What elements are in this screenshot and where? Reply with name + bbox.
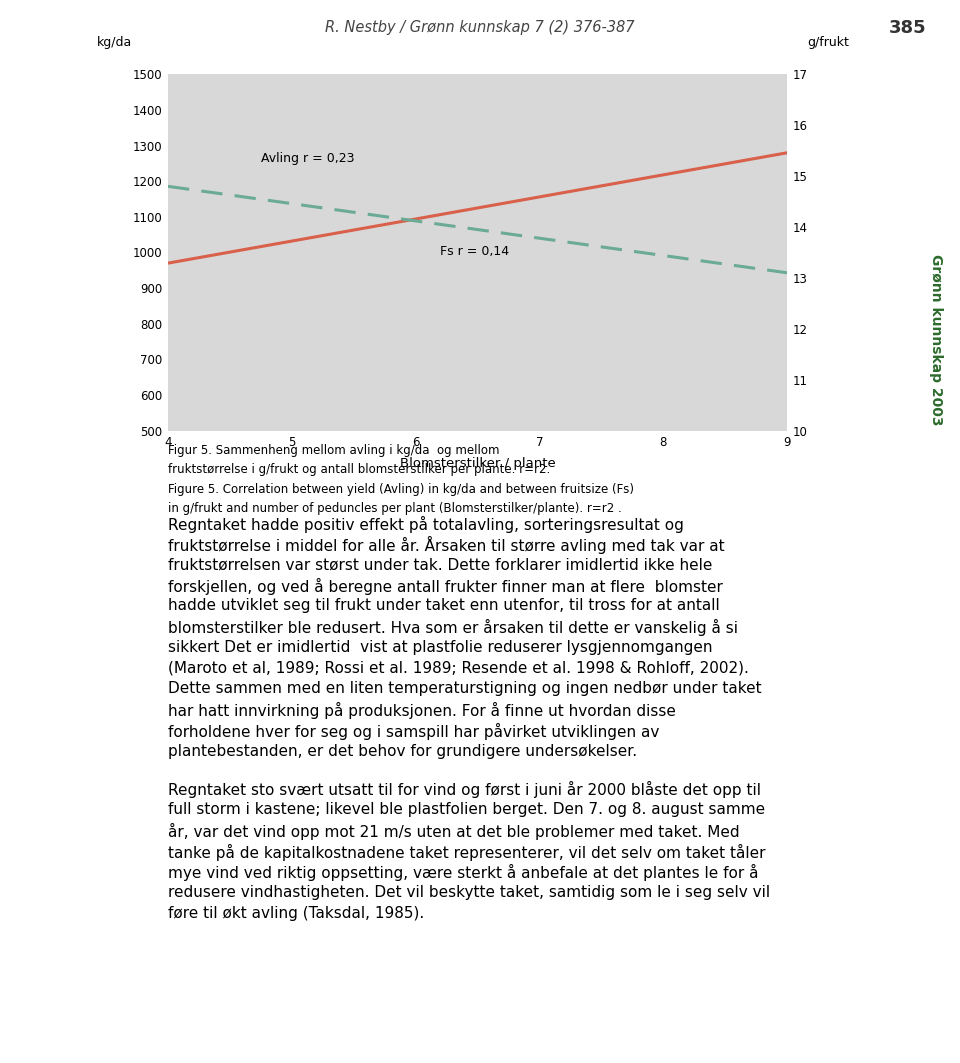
Text: kg/da: kg/da [97, 36, 132, 50]
Text: hadde utviklet seg til frukt under taket enn utenfor, til tross for at antall: hadde utviklet seg til frukt under taket… [168, 598, 720, 613]
Text: (Maroto et al, 1989; Rossi et al. 1989; Resende et al. 1998 & Rohloff, 2002).: (Maroto et al, 1989; Rossi et al. 1989; … [168, 660, 749, 676]
Text: Avling r = 0,23: Avling r = 0,23 [261, 152, 354, 165]
Text: Figur 5. Sammenheng mellom avling i kg/da  og mellom: Figur 5. Sammenheng mellom avling i kg/d… [168, 444, 499, 457]
Text: Regntaket hadde positiv effekt på totalavling, sorteringsresultat og: Regntaket hadde positiv effekt på totala… [168, 516, 684, 533]
Text: fruktstørrelsen var størst under tak. Dette forklarer imidlertid ikke hele: fruktstørrelsen var størst under tak. De… [168, 557, 712, 572]
Text: blomsterstilker ble redusert. Hva som er årsaken til dette er vanskelig å si: blomsterstilker ble redusert. Hva som er… [168, 619, 738, 637]
Text: føre til økt avling (Taksdal, 1985).: føre til økt avling (Taksdal, 1985). [168, 906, 424, 921]
Text: full storm i kastene; likevel ble plastfolien berget. Den 7. og 8. august samme: full storm i kastene; likevel ble plastf… [168, 802, 765, 817]
Text: Regntaket sto svært utsatt til for vind og først i juni år 2000 blåste det opp t: Regntaket sto svært utsatt til for vind … [168, 781, 761, 798]
Text: fruktstørrelse i middel for alle år. Årsaken til større avling med tak var at: fruktstørrelse i middel for alle år. Års… [168, 536, 725, 554]
Text: redusere vindhastigheten. Det vil beskytte taket, samtidig som le i seg selv vil: redusere vindhastigheten. Det vil beskyt… [168, 884, 770, 900]
Text: år, var det vind opp mot 21 m/s uten at det ble problemer med taket. Med: år, var det vind opp mot 21 m/s uten at … [168, 823, 739, 840]
Text: Grønn kunnskap 2003: Grønn kunnskap 2003 [929, 254, 943, 426]
Text: plantebestanden, er det behov for grundigere undersøkelser.: plantebestanden, er det behov for grundi… [168, 744, 637, 759]
Text: tanke på de kapitalkostnadene taket representerer, vil det selv om taket tåler: tanke på de kapitalkostnadene taket repr… [168, 844, 765, 861]
X-axis label: Blomsterstilker / plante: Blomsterstilker / plante [399, 457, 556, 471]
Text: har hatt innvirkning på produksjonen. For å finne ut hvordan disse: har hatt innvirkning på produksjonen. Fo… [168, 702, 676, 720]
Text: fruktstørrelse i g/frukt og antall blomsterstilker per plante. r=r2.: fruktstørrelse i g/frukt og antall bloms… [168, 463, 550, 476]
Text: forskjellen, og ved å beregne antall frukter finner man at flere  blomster: forskjellen, og ved å beregne antall fru… [168, 578, 723, 595]
Text: sikkert Det er imidlertid  vist at plastfolie reduserer lysgjennomgangen: sikkert Det er imidlertid vist at plastf… [168, 640, 712, 655]
Text: Fs r = 0,14: Fs r = 0,14 [441, 244, 510, 258]
Text: forholdene hver for seg og i samspill har påvirket utviklingen av: forholdene hver for seg og i samspill ha… [168, 723, 660, 740]
Text: Figure 5. Correlation between yield (Avling) in kg/da and between fruitsize (Fs): Figure 5. Correlation between yield (Avl… [168, 483, 634, 495]
Text: Dette sammen med en liten temperaturstigning og ingen nedbør under taket: Dette sammen med en liten temperaturstig… [168, 681, 761, 696]
Text: R. Nestby / Grønn kunnskap 7 (2) 376-387: R. Nestby / Grønn kunnskap 7 (2) 376-387 [325, 20, 635, 35]
Text: mye vind ved riktig oppsetting, være sterkt å anbefale at det plantes le for å: mye vind ved riktig oppsetting, være ste… [168, 864, 758, 881]
Text: g/frukt: g/frukt [807, 36, 850, 50]
Text: in g/frukt and number of peduncles per plant (Blomsterstilker/plante). r=r2 .: in g/frukt and number of peduncles per p… [168, 502, 622, 514]
Text: 385: 385 [889, 19, 926, 36]
